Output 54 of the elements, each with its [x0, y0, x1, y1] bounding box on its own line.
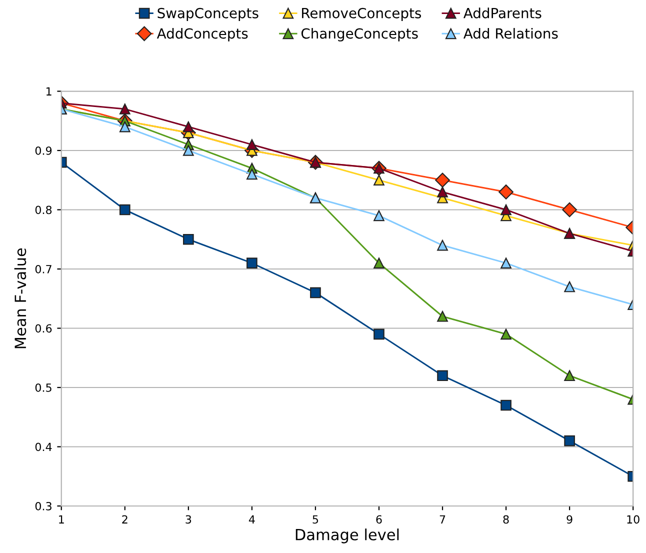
point: [437, 310, 448, 322]
point: [564, 370, 575, 382]
x-tick-label: 10: [627, 515, 640, 524]
point: [119, 104, 130, 114]
point: [374, 174, 384, 186]
y-tick-label: 0.3: [35, 502, 52, 510]
y-tick-label: 0.9: [35, 146, 52, 155]
point: [183, 121, 194, 132]
point: [246, 168, 258, 180]
point: [562, 202, 577, 218]
point: [119, 121, 130, 132]
x-tick-label: 1: [59, 515, 64, 524]
point: [500, 400, 512, 411]
x-tick-label: 2: [122, 515, 128, 524]
point: [564, 281, 575, 292]
point: [374, 258, 384, 268]
x-tick-label: 5: [312, 515, 318, 524]
point: [500, 328, 512, 340]
y-tick-label: 0.5: [35, 383, 52, 392]
point: [498, 184, 514, 200]
y-tick-label: 0.6: [35, 324, 52, 333]
point: [374, 328, 384, 340]
legend-label: AddParents: [463, 8, 542, 18]
legend-label: SwapConcepts: [158, 8, 258, 22]
y-tick-label: 0.4: [35, 442, 52, 452]
point: [437, 370, 448, 382]
point: [437, 240, 448, 251]
x-tick-label: 4: [248, 515, 255, 524]
x-tick-label: 6: [376, 515, 382, 524]
point: [437, 186, 448, 198]
point: [246, 258, 258, 268]
point: [500, 258, 512, 268]
point: [246, 139, 258, 150]
legend-label: RemoveConcepts: [302, 8, 422, 22]
y-tick-label: 0.7: [35, 264, 52, 274]
point: [119, 204, 130, 216]
y-tick-label: 1: [46, 87, 52, 96]
point: [500, 204, 512, 216]
legend-label: ChangeConcepts: [301, 28, 418, 42]
x-axis-title: Damage level: [296, 528, 399, 544]
point: [183, 234, 194, 245]
x-tick-label: 8: [503, 515, 509, 524]
x-tick-label: 9: [566, 515, 572, 524]
point: [183, 145, 194, 156]
point: [564, 435, 575, 446]
point: [435, 172, 450, 188]
y-axis-title: Mean F-value: [14, 248, 26, 348]
point: [374, 210, 384, 222]
legend-label: AddConcepts: [156, 28, 248, 42]
y-tick-label: 0.8: [35, 206, 52, 214]
x-tick-label: 3: [186, 515, 192, 524]
x-tick-label: 7: [440, 515, 446, 524]
point: [310, 287, 321, 298]
legend-label: Add Relations: [463, 28, 558, 39]
